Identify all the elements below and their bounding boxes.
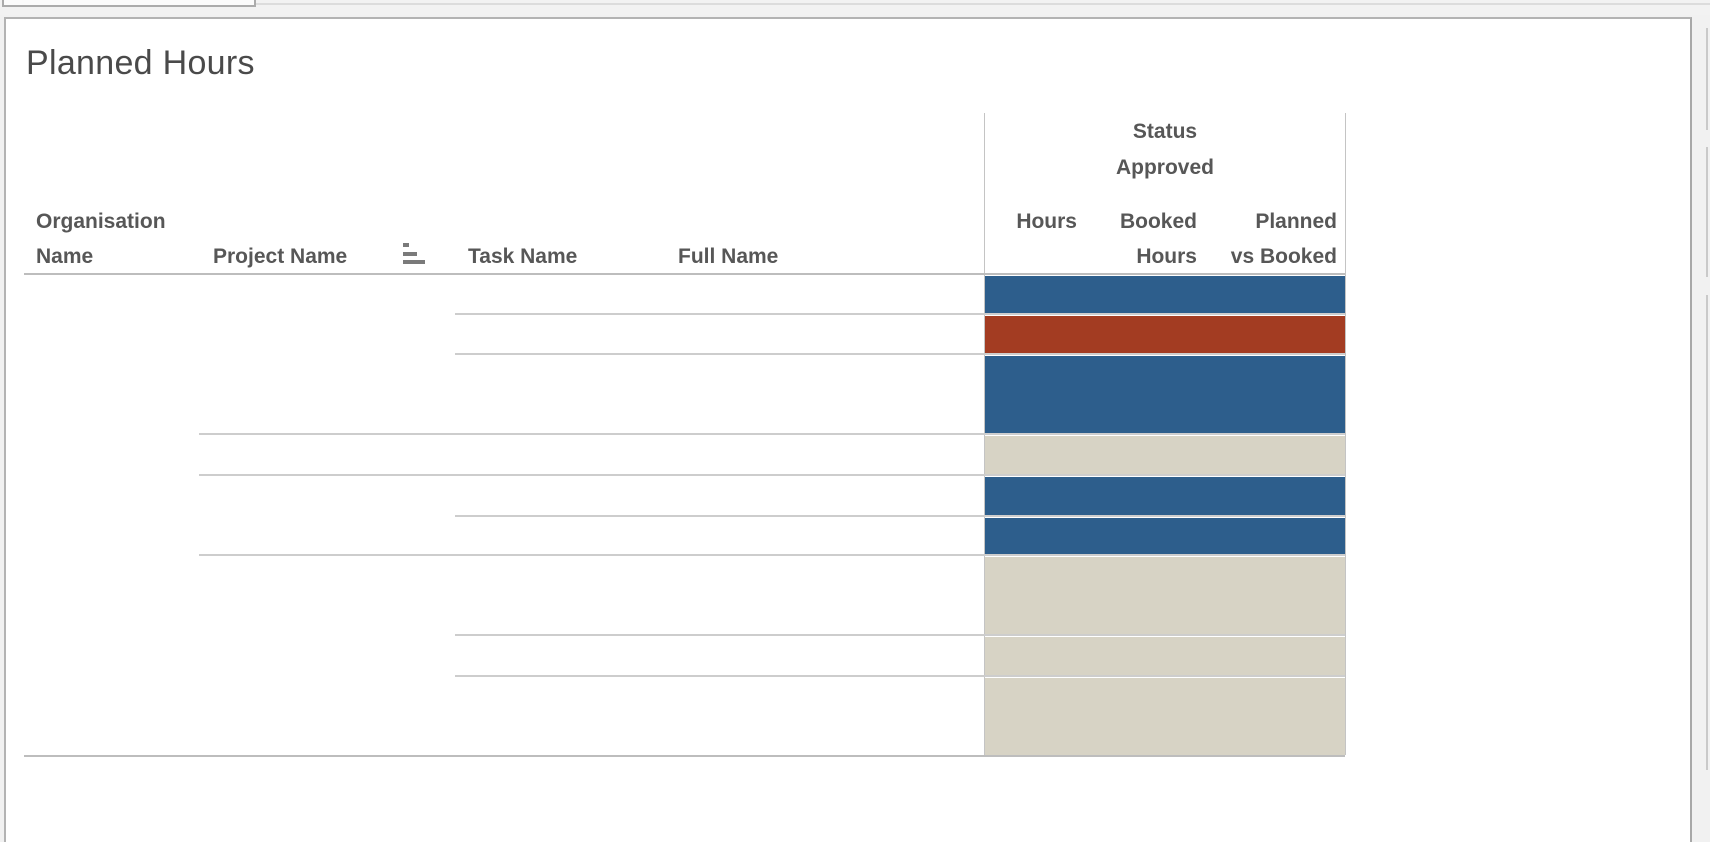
column-header-line: Planned bbox=[1255, 210, 1337, 233]
right-edge-panel-sliver bbox=[1699, 17, 1710, 842]
sort-ascending-icon[interactable] bbox=[403, 243, 425, 265]
column-header-task-name[interactable]: Task Name bbox=[468, 245, 578, 268]
viz-bar[interactable] bbox=[985, 557, 1345, 634]
column-header-line: Booked bbox=[1119, 210, 1197, 233]
column-header-project-name[interactable]: Project Name bbox=[213, 245, 348, 268]
right-sliver-segment bbox=[1706, 28, 1708, 130]
column-header-line: vs Booked bbox=[1230, 245, 1337, 268]
column-header-full-name[interactable]: Full Name bbox=[678, 245, 779, 268]
top-strip bbox=[0, 0, 1710, 15]
viz-bar[interactable] bbox=[985, 436, 1345, 474]
row-divider bbox=[455, 515, 1345, 517]
viz-bar[interactable] bbox=[985, 356, 1345, 433]
sheet-title: Planned Hours bbox=[26, 44, 255, 82]
row-divider bbox=[199, 474, 1345, 476]
viz-bar[interactable] bbox=[985, 477, 1345, 515]
viz-bar[interactable] bbox=[985, 678, 1345, 755]
viz-bar[interactable] bbox=[985, 276, 1345, 313]
column-header-line: Name bbox=[36, 245, 94, 268]
group-header-approved[interactable]: Approved bbox=[1115, 156, 1214, 179]
column-header-booked-hours[interactable]: Booked Hours bbox=[1085, 204, 1197, 274]
row-divider bbox=[455, 313, 1345, 315]
row-divider bbox=[199, 433, 1345, 435]
row-divider bbox=[24, 273, 1345, 275]
column-header-planned-vs-booked[interactable]: Planned vs Booked bbox=[1205, 204, 1337, 274]
row-divider bbox=[455, 634, 1345, 636]
right-sliver-segment bbox=[1706, 295, 1708, 770]
row-divider bbox=[199, 554, 1345, 556]
row-divider bbox=[455, 675, 1345, 677]
column-header-hours[interactable]: Hours bbox=[985, 204, 1077, 239]
column-header-organisation-name[interactable]: Organisation Name bbox=[36, 204, 166, 274]
row-divider bbox=[455, 353, 1345, 355]
viz-bar[interactable] bbox=[985, 316, 1345, 353]
group-header-status[interactable]: Status bbox=[1132, 120, 1198, 143]
right-sliver-segment bbox=[1706, 147, 1708, 277]
top-edge-line bbox=[256, 3, 1710, 5]
worksheet-panel bbox=[4, 17, 1692, 842]
column-header-line: Organisation bbox=[36, 210, 166, 233]
top-tab-remnant[interactable] bbox=[2, 0, 256, 7]
column-header-line: Hours bbox=[1016, 210, 1077, 233]
viz-bar[interactable] bbox=[985, 637, 1345, 675]
column-header-line: Hours bbox=[1136, 245, 1197, 268]
viz-bar[interactable] bbox=[985, 518, 1345, 554]
table-bottom-border bbox=[24, 755, 1345, 757]
measure-pane-right-border bbox=[1345, 113, 1346, 755]
